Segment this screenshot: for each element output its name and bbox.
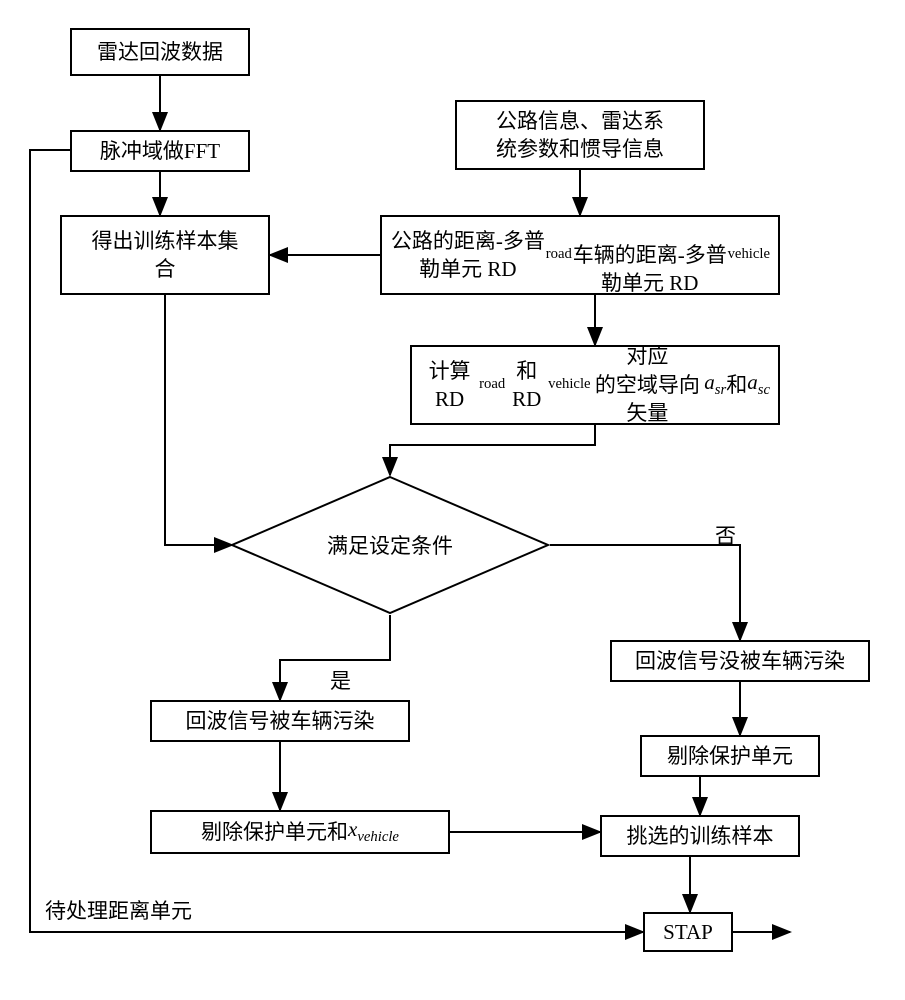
- node-not_polluted: 回波信号没被车辆污染: [610, 640, 870, 682]
- edge-label-pending: 待处理距离单元: [45, 895, 192, 925]
- node-remove_guard: 剔除保护单元: [640, 735, 820, 777]
- node-polluted: 回波信号被车辆污染: [150, 700, 410, 742]
- node-fft: 脉冲域做FFT: [70, 130, 250, 172]
- node-label-decision: 满足设定条件: [230, 475, 550, 615]
- node-train_set: 得出训练样本集合: [60, 215, 270, 295]
- edge-steering-decision: [390, 425, 595, 475]
- edge-label-yes: 是: [330, 665, 351, 695]
- edge-label-no: 否: [715, 520, 736, 550]
- node-rd_units: 公路的距离-多普勒单元 RDroad车辆的距离-多普勒单元 RDvehicle: [380, 215, 780, 295]
- node-remove_guard_x: 剔除保护单元和 xvehicle: [150, 810, 450, 854]
- node-stap: STAP: [643, 912, 733, 952]
- node-selected_samples: 挑选的训练样本: [600, 815, 800, 857]
- node-steering: 计算 RDroad 和 RDvehicle 对应的空域导向矢量 asr 和 as…: [410, 345, 780, 425]
- node-road_info: 公路信息、雷达系统参数和惯导信息: [455, 100, 705, 170]
- edge-decision-not_polluted: [550, 545, 740, 640]
- node-decision: 满足设定条件: [230, 475, 550, 615]
- node-radar_echo: 雷达回波数据: [70, 28, 250, 76]
- edge-train_set-decision: [165, 295, 232, 545]
